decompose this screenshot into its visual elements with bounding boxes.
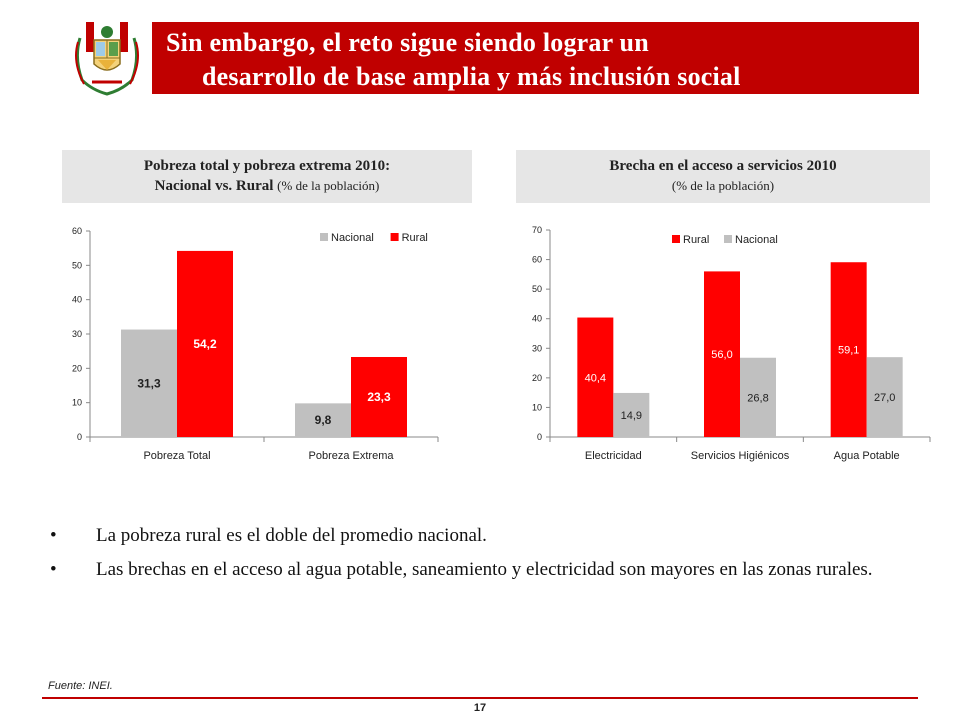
- y-tick-label: 0: [77, 432, 82, 442]
- footer-divider: [42, 697, 918, 699]
- data-label: 56,0: [711, 349, 732, 361]
- y-tick-label: 60: [72, 226, 82, 236]
- y-tick-label: 10: [532, 402, 542, 412]
- y-tick-label: 40: [72, 295, 82, 305]
- y-tick-label: 20: [72, 363, 82, 373]
- legend-label: Rural: [402, 232, 428, 244]
- source-note: Fuente: INEI.: [48, 680, 113, 692]
- bullet-text: La pobreza rural es el doble del promedi…: [96, 525, 487, 546]
- bullet-marker: •: [50, 559, 57, 580]
- page-number: 17: [473, 702, 487, 714]
- x-category-label: Pobreza Total: [143, 450, 210, 462]
- right-chart-title-line-1: Brecha en el acceso a servicios 2010: [609, 158, 837, 174]
- bar-nacional: [613, 392, 650, 437]
- legend-swatch-nacional: [320, 233, 328, 241]
- slide-title: Sin embargo, el reto sigue siendo lograr…: [152, 22, 919, 94]
- y-tick-label: 50: [532, 284, 542, 294]
- bullet-item: • La pobreza rural es el doble del prome…: [48, 524, 908, 548]
- legend-swatch-rural: [390, 233, 399, 241]
- data-label: 59,1: [838, 345, 859, 357]
- bar-nacional: [295, 403, 351, 437]
- y-tick-label: 30: [532, 343, 542, 353]
- left-chart-title: Pobreza total y pobreza extrema 2010: Na…: [62, 150, 472, 203]
- data-label: 26,8: [747, 392, 768, 404]
- data-label: 23,3: [367, 390, 391, 404]
- bullet-text: Las brechas en el acceso al agua potable…: [96, 559, 873, 580]
- left-chart-title-bold: Nacional vs. Rural: [154, 178, 274, 194]
- right-chart-title: Brecha en el acceso a servicios 2010 (% …: [516, 150, 930, 203]
- services-gap-bar-chart: 0 10 20 30 40 50 60 70 40,4 14,9 Electricidad 56,0 2…: [532, 225, 931, 462]
- bar-nacional: [121, 329, 177, 437]
- bar-rural: [577, 317, 614, 437]
- x-category-label: Servicios Higiénicos: [691, 450, 790, 462]
- y-tick-label: 30: [72, 329, 82, 339]
- x-category-label: Agua Potable: [834, 450, 900, 462]
- legend-label: Nacional: [735, 234, 778, 246]
- right-chart-title-note: (% de la población): [671, 178, 775, 193]
- left-chart-title-note: (% de la población): [277, 178, 380, 193]
- x-category-label: Electricidad: [585, 450, 642, 462]
- y-tick-label: 40: [532, 314, 542, 324]
- bullet-list: • La pobreza rural es el doble del prome…: [48, 524, 908, 592]
- y-tick-label: 0: [537, 432, 542, 442]
- y-tick-label: 70: [532, 225, 542, 235]
- bullet-item: • Las brechas en el acceso al agua potab…: [48, 558, 908, 582]
- legend-swatch-rural: [672, 235, 680, 243]
- y-tick-label: 60: [532, 255, 542, 265]
- bar-rural: [351, 357, 407, 437]
- y-tick-label: 50: [72, 260, 82, 270]
- bar-nacional: [740, 357, 776, 437]
- data-label: 27,0: [874, 392, 895, 404]
- legend-swatch-nacional: [724, 235, 732, 243]
- data-label: 31,3: [137, 376, 161, 390]
- bar-nacional: [866, 357, 903, 437]
- left-chart-title-line-1: Pobreza total y pobreza extrema 2010:: [143, 158, 391, 174]
- bar-rural: [704, 271, 740, 437]
- data-label: 14,9: [621, 410, 642, 422]
- peru-coat-of-arms-icon: [75, 22, 139, 96]
- bullet-marker: •: [50, 525, 57, 546]
- legend-label: Nacional: [331, 232, 374, 244]
- data-label: 54,2: [193, 337, 217, 351]
- data-label: 9,8: [315, 413, 332, 427]
- poverty-bar-chart: 0 10 20 30 40 50 60 31,3 54,2 Pobreza Total 9,8 23,…: [72, 226, 439, 462]
- slide-title-line-2: desarrollo de base amplia y más inclusió…: [202, 62, 741, 91]
- y-tick-label: 10: [72, 398, 82, 408]
- slide-title-line-1: Sin embargo, el reto sigue siendo lograr…: [166, 28, 649, 57]
- bar-rural: [830, 262, 867, 437]
- bar-rural: [177, 250, 233, 437]
- x-category-label: Pobreza Extrema: [309, 450, 395, 462]
- legend-label: Rural: [683, 234, 709, 246]
- data-label: 40,4: [585, 372, 606, 384]
- y-tick-label: 20: [532, 373, 542, 383]
